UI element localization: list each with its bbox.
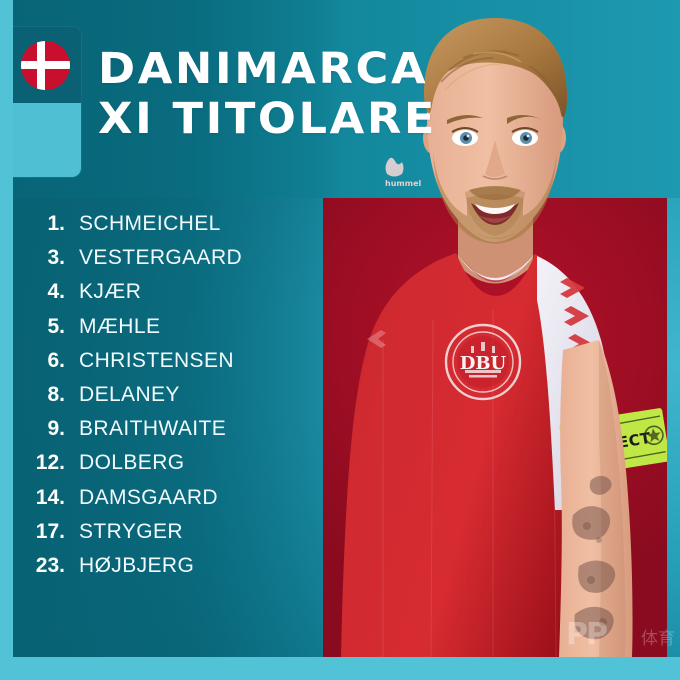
- player-name: DELANEY: [79, 382, 180, 406]
- lineup-row: 8. DELANEY: [13, 383, 343, 417]
- player-number: 6.: [47, 348, 65, 372]
- player-name: DAMSGAARD: [79, 485, 218, 509]
- lineup-row: 17. STRYGER: [13, 520, 343, 554]
- title-block: DANIMARCA XI TITOLARE: [98, 44, 434, 144]
- badge-flag-section: [13, 27, 81, 103]
- lineup-list: 1. SCHMEICHEL 3. VESTERGAARD 4. KJÆR 5. MÆHLE 6.…: [13, 212, 343, 588]
- title-line-country: DANIMARCA: [98, 44, 429, 94]
- main-panel: hummel DBU: [13, 0, 680, 657]
- player-number: 5.: [47, 314, 65, 338]
- denmark-flag-roundel-icon: [21, 41, 70, 90]
- watermark-secondary: 体育: [641, 629, 675, 649]
- player-name: CHRISTENSEN: [79, 348, 234, 372]
- player-number: 4.: [47, 280, 65, 304]
- player-name: DOLBERG: [79, 451, 185, 475]
- watermark-logo: PP: [566, 617, 608, 652]
- lineup-row: 5. MÆHLE: [13, 315, 343, 349]
- player-number: 14.: [35, 485, 65, 509]
- header-band: [13, 0, 680, 198]
- player-name: KJÆR: [79, 280, 142, 304]
- country-badge: EURO 2020: [13, 27, 81, 177]
- player-name: HØJBJERG: [79, 553, 195, 577]
- player-name: VESTERGAARD: [79, 246, 243, 270]
- player-number: 17.: [35, 519, 65, 543]
- player-number: 9.: [47, 417, 65, 441]
- player-number: 1.: [47, 212, 65, 235]
- player-name: STRYGER: [79, 519, 183, 543]
- jersey-crest-text: DBU: [460, 353, 507, 374]
- title-line-subtitle: XI TITOLARE: [98, 94, 438, 144]
- player-name: BRAITHWAITE: [79, 417, 227, 441]
- lineup-row: 3. VESTERGAARD: [13, 246, 343, 280]
- lineup-row: 9. BRAITHWAITE: [13, 417, 343, 451]
- frame-bottom-edge: [0, 657, 680, 680]
- player-portrait: hummel DBU: [341, 18, 667, 657]
- lineup-row: 14. DAMSGAARD: [13, 486, 343, 520]
- lineup-row: 6. CHRISTENSEN: [13, 349, 343, 383]
- frame-left-edge: [0, 0, 13, 680]
- player-number: 3.: [47, 246, 65, 270]
- player-name: MÆHLE: [79, 314, 161, 338]
- svg-text:hummel: hummel: [385, 179, 421, 188]
- lineup-row: 23. HØJBJERG: [13, 554, 343, 588]
- player-number: 12.: [35, 451, 65, 475]
- player-name: SCHMEICHEL: [79, 212, 221, 235]
- lineup-row: 1. SCHMEICHEL: [13, 212, 343, 246]
- player-number: 23.: [35, 553, 65, 577]
- player-number: 8.: [47, 382, 65, 406]
- badge-tournament-section: EURO 2020: [13, 103, 81, 177]
- lineup-row: 4. KJÆR: [13, 280, 343, 314]
- lineup-row: 12. DOLBERG: [13, 451, 343, 485]
